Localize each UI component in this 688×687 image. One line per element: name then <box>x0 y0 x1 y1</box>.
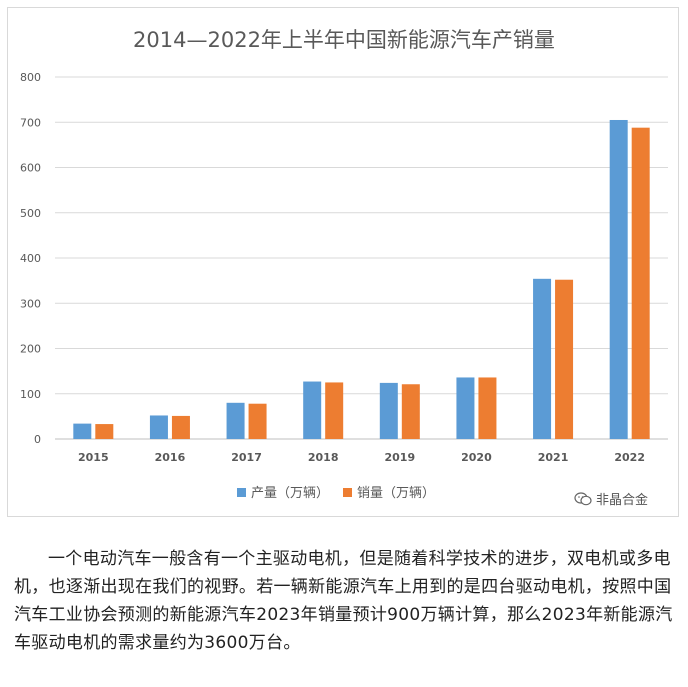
x-tick-label: 2021 <box>538 451 569 464</box>
y-tick-label: 500 <box>20 207 41 220</box>
bar-sales-2020 <box>478 377 497 439</box>
chart-title: 2014—2022年上半年中国新能源汽车产销量 <box>133 28 555 52</box>
x-tick-label: 2016 <box>155 451 186 464</box>
bar-sales-2016 <box>171 415 190 439</box>
chart-container: 2014—2022年上半年中国新能源汽车产销量 0 100 200 300 400 500 6… <box>7 7 679 517</box>
legend-label: 销量（万辆） <box>357 486 435 501</box>
bar-production-2022 <box>609 119 628 440</box>
x-tick-label: 2015 <box>78 451 109 464</box>
bar-sales-2021 <box>555 279 574 439</box>
y-tick-label: 700 <box>20 116 41 129</box>
y-tick-label: 200 <box>20 343 41 356</box>
bar-production-2021 <box>533 278 552 439</box>
wechat-logo-icon <box>574 491 592 505</box>
watermark: 非晶合金 <box>574 489 648 508</box>
bar-sales-2017 <box>248 403 267 439</box>
article-paragraph: 一个电动汽车一般含有一个主驱动电机，但是随着科学技术的进步，双电机或多电机，也逐… <box>14 549 673 653</box>
x-tick-label: 2020 <box>461 451 492 464</box>
y-tick-label: 0 <box>34 433 41 446</box>
legend-swatch <box>237 488 246 497</box>
y-tick-label: 300 <box>20 297 41 310</box>
bar-production-2015 <box>73 423 92 439</box>
bar-production-2018 <box>303 381 322 439</box>
x-tick-label: 2019 <box>385 451 416 464</box>
legend-swatch <box>343 488 352 497</box>
y-tick-label: 600 <box>20 162 41 175</box>
y-tick-label: 100 <box>20 388 41 401</box>
bar-chart: 2014—2022年上半年中国新能源汽车产销量 0 100 200 300 400 500 6… <box>20 28 668 501</box>
bar-sales-2015 <box>95 424 114 439</box>
bar-production-2016 <box>149 415 168 439</box>
watermark-text: 非晶合金 <box>596 493 649 508</box>
bar-sales-2022 <box>631 127 650 440</box>
bar-sales-2019 <box>401 384 420 439</box>
y-tick-label: 800 <box>20 71 41 84</box>
x-tick-label: 2018 <box>308 451 339 464</box>
y-tick-label: 400 <box>20 252 41 265</box>
bar-production-2020 <box>456 377 475 439</box>
bar-sales-2018 <box>325 382 344 439</box>
bar-production-2017 <box>226 402 245 439</box>
x-tick-label: 2017 <box>231 451 262 464</box>
legend-label: 产量（万辆） <box>251 486 329 501</box>
bar-production-2019 <box>379 382 398 439</box>
x-tick-label: 2022 <box>614 451 645 464</box>
